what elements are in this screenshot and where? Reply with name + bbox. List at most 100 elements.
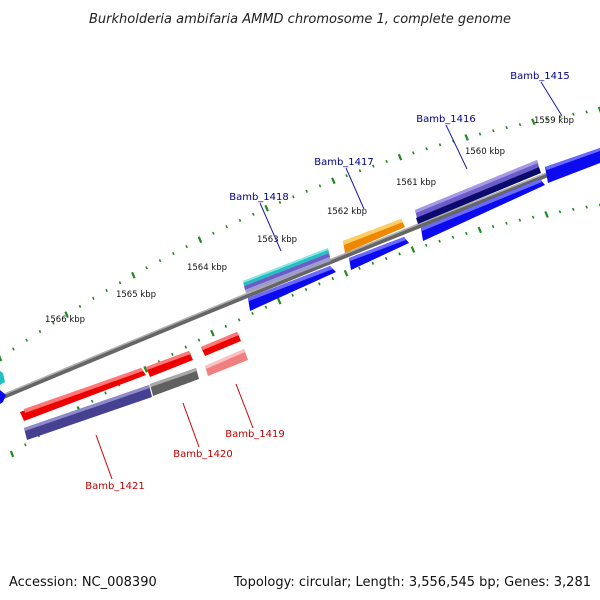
tick-major	[197, 236, 203, 244]
tick-minor	[172, 251, 175, 256]
tick-major	[331, 177, 336, 185]
tick-major	[64, 311, 69, 319]
tick-minor	[385, 159, 388, 164]
gene-blue-1418b[interactable]	[248, 266, 336, 311]
gene-bamb-1417[interactable]	[343, 219, 405, 253]
tick-minor	[384, 256, 388, 261]
gene-bamb-1415[interactable]	[545, 148, 600, 183]
tick-minor	[92, 296, 95, 301]
tick-minor	[465, 231, 468, 236]
callout-line-bamb-1421	[95, 434, 113, 480]
tick-minor	[38, 329, 42, 334]
tick-minor	[585, 110, 588, 114]
gene-bamb-1421b[interactable]	[24, 385, 152, 440]
tick-minor	[585, 205, 588, 209]
gene-blue-1416b[interactable]	[421, 179, 545, 241]
callout-line-bamb-1418	[259, 202, 282, 252]
tick-major	[597, 106, 600, 113]
tick-major	[464, 134, 469, 141]
callout-line-bamb-1419	[235, 383, 254, 429]
tick-minor	[291, 293, 294, 297]
tick-minor	[225, 225, 228, 229]
tick-minor	[451, 235, 455, 239]
tick-minor	[158, 259, 162, 263]
tick-minor	[78, 304, 82, 308]
tick-minor	[398, 252, 401, 256]
tick-minor	[52, 321, 55, 325]
tick-major	[397, 153, 403, 161]
tick-minor	[371, 261, 375, 265]
tick-label: 1565 kbp	[116, 290, 156, 300]
tick-major	[477, 226, 483, 234]
gene-bamb-1421[interactable]	[20, 368, 146, 421]
tick-major	[264, 204, 269, 212]
gene-bamb-1420b[interactable]	[150, 368, 199, 396]
tick-minor	[492, 129, 495, 133]
genome-title: Burkholderia ambifaria AMMD chromosome 1…	[89, 12, 511, 27]
tick-minor	[171, 352, 174, 356]
gene-label-bamb-1420: Bamb_1420	[173, 449, 233, 460]
lower-strand-genes	[20, 332, 248, 440]
gene-bamb-1418[interactable]	[243, 248, 331, 293]
upper-strand-genes	[0, 148, 600, 404]
gene-bamb-1420[interactable]	[146, 351, 193, 377]
tick-minor	[545, 117, 548, 121]
gene-label-bamb-1415: Bamb_1415	[510, 71, 570, 82]
tick-minor	[251, 311, 254, 316]
tick-minor	[212, 231, 215, 235]
tick-minor	[318, 282, 321, 286]
tick-minor	[372, 164, 375, 168]
tick-minor	[571, 207, 575, 212]
tick-minor	[358, 266, 361, 270]
tick-minor	[105, 288, 108, 293]
tick-minor	[478, 132, 482, 136]
tick-minor	[184, 345, 188, 349]
gene-labels: Bamb_1415 Bamb_1416 Bamb_1417 Bamb_1418 …	[85, 71, 570, 492]
tick-minor	[425, 147, 428, 151]
tick-label: 1562 kbp	[327, 207, 367, 217]
tick-minor	[505, 221, 508, 225]
tick-label: 1560 kbp	[465, 147, 505, 157]
tick-minor	[145, 266, 148, 270]
tick-minor	[118, 281, 122, 285]
tick-minor	[331, 276, 335, 281]
gene-teal-left-edge[interactable]	[0, 371, 5, 385]
tick-major	[0, 355, 3, 362]
tick-minor	[358, 169, 362, 173]
tick-minor	[518, 218, 522, 222]
tick-minor	[572, 112, 575, 116]
gene-bamb-1416[interactable]	[415, 160, 541, 224]
callout-line-bamb-1420	[182, 402, 200, 448]
tick-minor	[438, 239, 441, 243]
gene-blue-1417b[interactable]	[349, 237, 409, 270]
tick-major	[410, 246, 416, 253]
tick-minor	[24, 443, 27, 447]
tick-minor	[558, 115, 562, 119]
tick-minor	[292, 195, 295, 199]
callout-lines	[95, 81, 563, 480]
gene-bamb-1419b[interactable]	[205, 349, 248, 376]
gene-label-bamb-1419: Bamb_1419	[225, 429, 285, 440]
tick-track-lower	[9, 203, 600, 458]
tick-minor	[237, 318, 241, 322]
gene-blue-left-edge[interactable]	[0, 390, 6, 404]
tick-label: 1559 kbp	[534, 116, 574, 126]
tick-minor	[264, 305, 268, 309]
tick-minor	[305, 189, 308, 193]
tick-label: 1563 kbp	[257, 235, 297, 245]
tick-minor	[505, 125, 508, 130]
tick-minor	[412, 151, 415, 155]
tick-minor	[345, 174, 348, 178]
topology-text: Topology: circular; Length: 3,556,545 bp…	[233, 575, 591, 590]
tick-minor	[224, 324, 228, 329]
tick-label: 1564 kbp	[187, 263, 227, 273]
tick-minor	[531, 215, 535, 219]
gene-bamb-1419[interactable]	[201, 332, 241, 356]
tick-minor	[318, 184, 322, 188]
tick-track-upper	[0, 106, 600, 362]
tick-major	[276, 297, 282, 305]
tick-minor	[424, 243, 428, 247]
tick-minor	[278, 200, 282, 204]
